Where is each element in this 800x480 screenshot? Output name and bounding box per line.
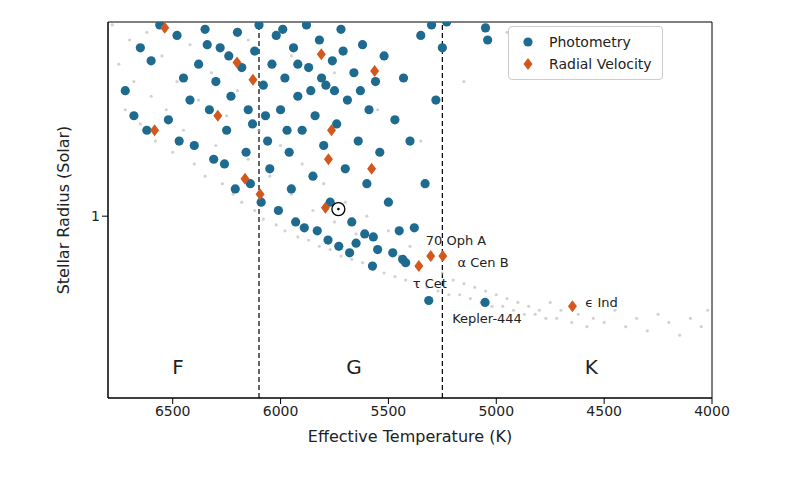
svg-text:70 Oph A: 70 Oph A bbox=[426, 233, 487, 248]
html-text:Radial Velocity: Radial Velocity bbox=[549, 56, 652, 72]
html-text:Photometry: Photometry bbox=[549, 34, 631, 50]
svg-text:α Cen B: α Cen B bbox=[458, 255, 509, 270]
svg-text:6000: 6000 bbox=[263, 403, 299, 419]
svg-text:4500: 4500 bbox=[586, 403, 622, 419]
svg-text:6500: 6500 bbox=[155, 403, 191, 419]
svg-text:Kepler-444: Kepler-444 bbox=[452, 311, 522, 326]
svg-text:1: 1 bbox=[91, 208, 100, 224]
svg-text:5000: 5000 bbox=[478, 403, 514, 419]
svg-text:G: G bbox=[346, 355, 362, 379]
svg-text:4000: 4000 bbox=[694, 403, 730, 419]
svg-text:Stellar Radius (Solar): Stellar Radius (Solar) bbox=[54, 126, 73, 295]
svg-text:K: K bbox=[585, 355, 599, 379]
svg-text:5500: 5500 bbox=[371, 403, 407, 419]
svg-text:τ Cet: τ Cet bbox=[413, 276, 447, 291]
svg-text:Effective Temperature (K): Effective Temperature (K) bbox=[308, 427, 512, 446]
svg-text:ϵ Ind: ϵ Ind bbox=[585, 295, 617, 310]
svg-text:F: F bbox=[172, 355, 184, 379]
